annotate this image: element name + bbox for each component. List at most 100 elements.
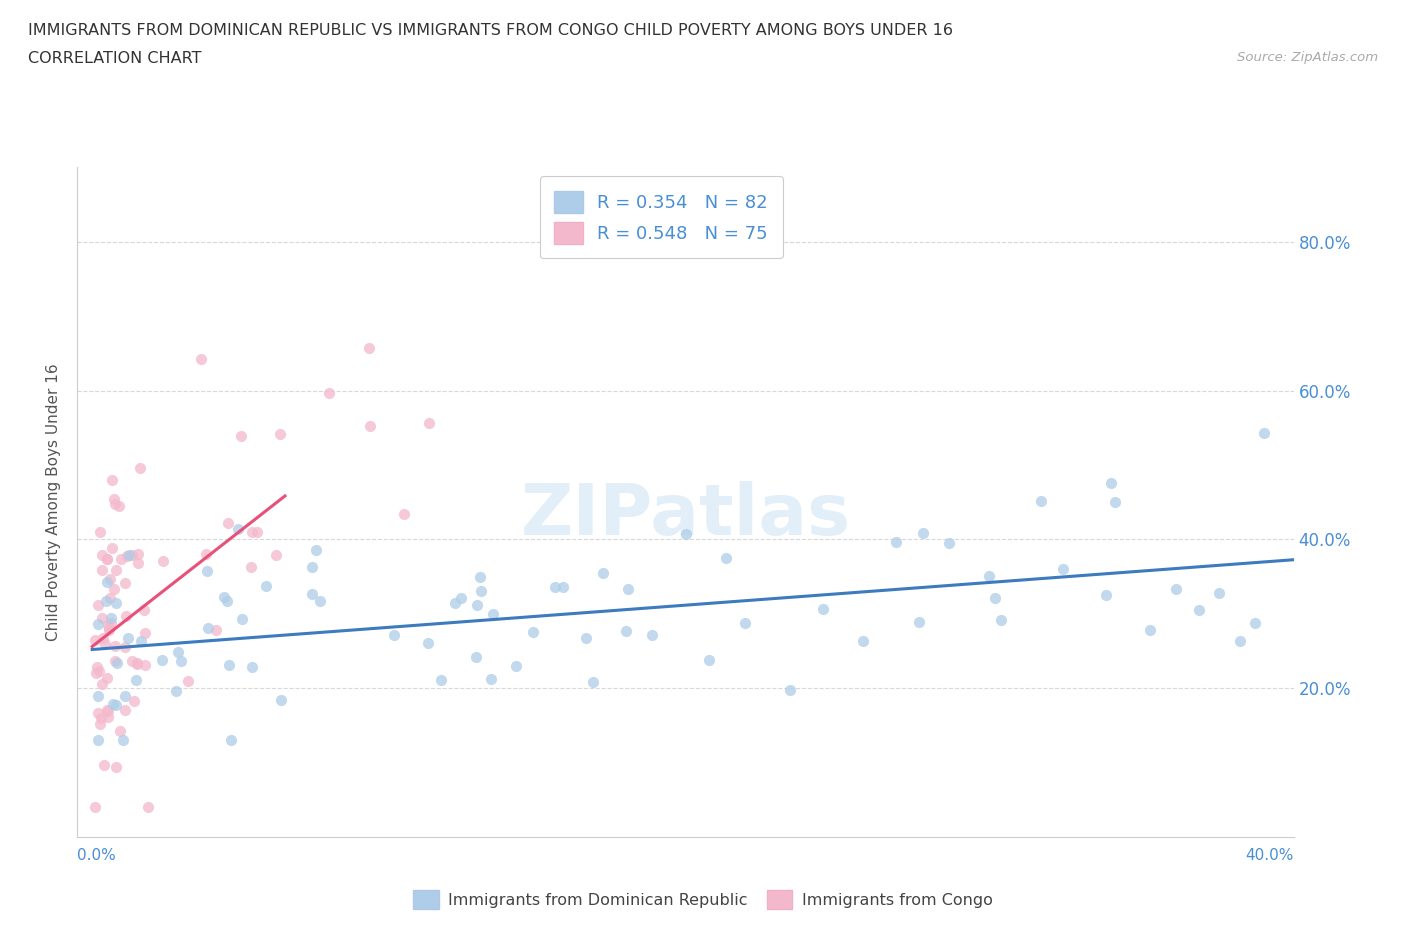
Point [103, 697, 125, 711]
Point [117, 631, 139, 645]
Point [239, 560, 262, 575]
Point [97, 620, 120, 635]
Point [98, 623, 121, 638]
Point [114, 576, 136, 591]
Point [553, 579, 575, 594]
Point [979, 569, 1001, 584]
Point [301, 586, 323, 601]
Point [170, 654, 193, 669]
Point [675, 527, 697, 542]
Point [266, 548, 288, 563]
Point [134, 658, 156, 673]
Point [217, 515, 239, 530]
Point [1099, 475, 1122, 490]
Point [134, 626, 156, 641]
Point [97, 618, 120, 632]
Point [779, 683, 801, 698]
Point [1052, 562, 1074, 577]
Point [94, 636, 117, 651]
Point [100, 616, 122, 631]
Point [114, 702, 136, 717]
Point [125, 656, 148, 671]
Point [136, 800, 159, 815]
Point [197, 620, 219, 635]
Point [96, 703, 118, 718]
Point [641, 628, 664, 643]
Point [89, 716, 111, 731]
Point [121, 654, 143, 669]
Point [91, 631, 114, 645]
Point [479, 671, 502, 686]
Point [852, 634, 875, 649]
Point [86, 659, 108, 674]
Point [465, 598, 488, 613]
Point [1229, 633, 1251, 648]
Point [219, 733, 242, 748]
Point [194, 547, 217, 562]
Point [165, 684, 187, 698]
Point [305, 543, 328, 558]
Point [127, 657, 149, 671]
Point [112, 733, 135, 748]
Point [87, 706, 110, 721]
Point [98, 572, 121, 587]
Point [117, 548, 139, 563]
Point [270, 692, 292, 707]
Point [734, 616, 756, 631]
Text: 0.0%: 0.0% [77, 848, 117, 863]
Point [96, 551, 118, 566]
Point [100, 591, 122, 605]
Point [110, 551, 132, 566]
Legend: R = 0.354   N = 82, R = 0.548   N = 75: R = 0.354 N = 82, R = 0.548 N = 75 [540, 177, 783, 259]
Point [482, 606, 505, 621]
Point [177, 673, 200, 688]
Point [301, 560, 323, 575]
Point [359, 418, 381, 433]
Point [87, 598, 110, 613]
Point [91, 677, 114, 692]
Point [218, 658, 240, 672]
Point [465, 650, 488, 665]
Point [205, 622, 228, 637]
Point [83, 800, 105, 815]
Point [129, 461, 152, 476]
Text: Source: ZipAtlas.com: Source: ZipAtlas.com [1237, 51, 1378, 64]
Point [468, 569, 491, 584]
Point [190, 352, 212, 367]
Point [91, 548, 114, 563]
Point [115, 549, 138, 564]
Y-axis label: Child Poverty Among Boys Under 16: Child Poverty Among Boys Under 16 [46, 364, 62, 641]
Point [242, 659, 264, 674]
Point [1244, 616, 1267, 631]
Point [121, 548, 143, 563]
Point [394, 507, 416, 522]
Point [97, 703, 120, 718]
Point [308, 594, 330, 609]
Point [911, 526, 934, 541]
Point [104, 596, 127, 611]
Point [418, 416, 440, 431]
Point [212, 590, 235, 604]
Point [254, 579, 277, 594]
Point [522, 624, 544, 639]
Point [87, 617, 110, 631]
Point [122, 693, 145, 708]
Point [89, 525, 111, 539]
Point [430, 672, 453, 687]
Point [114, 640, 136, 655]
Point [114, 688, 136, 703]
Point [229, 429, 252, 444]
Point [108, 723, 131, 737]
Point [150, 653, 173, 668]
Point [1188, 603, 1211, 618]
Point [104, 496, 127, 511]
Point [87, 664, 110, 679]
Point [1095, 588, 1118, 603]
Point [87, 733, 110, 748]
Point [166, 644, 188, 659]
Point [1104, 495, 1126, 510]
Point [96, 551, 118, 566]
Point [104, 760, 127, 775]
Point [104, 653, 127, 668]
Point [716, 551, 738, 565]
